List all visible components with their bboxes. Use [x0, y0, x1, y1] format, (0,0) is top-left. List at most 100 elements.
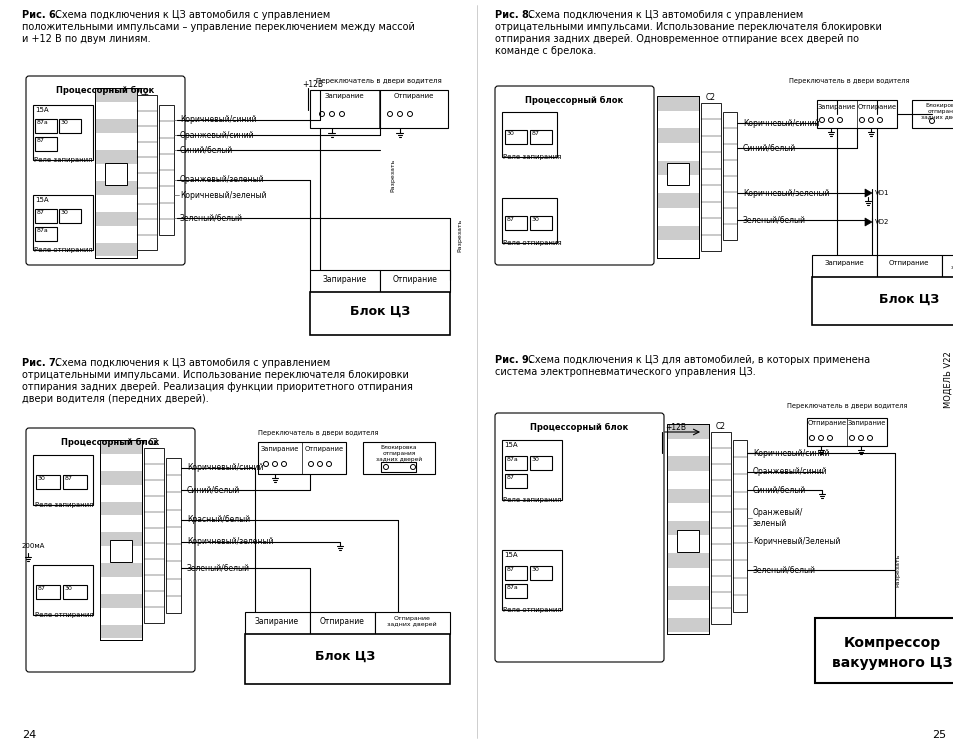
Text: 87а: 87а: [37, 228, 49, 233]
Text: Реле запирания: Реле запирания: [502, 154, 560, 160]
Text: C2: C2: [149, 438, 159, 447]
Polygon shape: [864, 189, 871, 197]
Text: система электропневматического управления ЦЗ.: система электропневматического управлени…: [495, 367, 755, 377]
Bar: [63, 475, 87, 489]
Bar: [100, 440, 142, 640]
Text: 87: 87: [506, 475, 515, 480]
Bar: [666, 521, 708, 536]
Text: отпирания задних дверей. Реализация функции приоритетного отпирания: отпирания задних дверей. Реализация функ…: [22, 382, 413, 392]
Text: 30: 30: [61, 120, 69, 125]
Text: 87: 87: [38, 586, 46, 591]
Text: Реле отпирания: Реле отпирания: [34, 247, 92, 253]
FancyBboxPatch shape: [495, 86, 654, 265]
Bar: [666, 424, 708, 634]
Bar: [657, 129, 699, 143]
Bar: [100, 563, 142, 577]
Bar: [144, 448, 164, 623]
Text: МОДЕЛЬ V22: МОДЕЛЬ V22: [943, 351, 951, 409]
Text: 87а: 87а: [506, 457, 518, 462]
Text: Реле отпирания: Реле отпирания: [502, 240, 561, 246]
Text: VD1: VD1: [874, 190, 888, 196]
Text: Зеленый/белый: Зеленый/белый: [742, 215, 805, 224]
Bar: [504, 130, 526, 144]
Text: 30: 30: [38, 476, 46, 481]
Text: C2: C2: [705, 93, 716, 102]
Bar: [310, 90, 448, 128]
Bar: [36, 475, 60, 489]
Bar: [666, 618, 708, 632]
Bar: [504, 456, 526, 470]
Text: 24: 24: [22, 730, 36, 740]
Text: вакуумного ЦЗ: вакуумного ЦЗ: [831, 656, 951, 670]
Text: Блокировка
отпирания
задних дверей: Блокировка отпирания задних дверей: [375, 445, 421, 461]
Text: Реле отпирания: Реле отпирания: [35, 612, 93, 618]
Text: Зеленый/белый: Зеленый/белый: [187, 563, 250, 573]
Bar: [100, 502, 142, 516]
Text: команде с брелока.: команде с брелока.: [495, 46, 596, 56]
Text: 87: 87: [506, 567, 515, 572]
Bar: [657, 96, 699, 111]
Text: двери водителя (передних дверей).: двери водителя (передних дверей).: [22, 394, 209, 404]
Bar: [310, 270, 379, 292]
Bar: [666, 554, 708, 568]
Text: Коричневый/Зеленый: Коричневый/Зеленый: [752, 537, 840, 547]
Bar: [363, 442, 435, 474]
Text: Синий/белый: Синий/белый: [187, 485, 240, 495]
FancyBboxPatch shape: [26, 428, 194, 672]
Text: 87a: 87a: [37, 120, 49, 125]
Text: Переключатель в двери водителя: Переключатель в двери водителя: [786, 403, 906, 409]
Bar: [110, 540, 132, 562]
Text: Оранжевый/
зеленый: Оранжевый/ зеленый: [752, 508, 802, 528]
Text: Запирание: Запирание: [823, 260, 862, 266]
Text: Синий/белый: Синий/белый: [180, 146, 233, 155]
Text: Отпирание: Отпирание: [806, 420, 845, 426]
Bar: [806, 418, 886, 446]
Text: Коричневый/синий: Коричневый/синий: [187, 464, 263, 473]
Text: Процессорный блок: Процессорный блок: [530, 423, 628, 432]
Text: 200мА: 200мА: [22, 543, 46, 549]
Bar: [59, 119, 81, 133]
Bar: [35, 209, 57, 223]
Bar: [100, 594, 142, 608]
Text: 30: 30: [532, 567, 539, 572]
Text: Схема подключения к ЦЗ для автомобилей, в которых применена: Схема подключения к ЦЗ для автомобилей, …: [524, 355, 869, 365]
Text: Рис. 7.: Рис. 7.: [22, 358, 59, 368]
Bar: [657, 193, 699, 208]
Bar: [95, 212, 137, 226]
Bar: [504, 584, 526, 598]
Text: 15A: 15A: [503, 442, 517, 448]
Bar: [379, 270, 450, 292]
Bar: [380, 462, 416, 472]
Text: Компрессор: Компрессор: [842, 636, 940, 650]
Bar: [657, 160, 699, 175]
Text: Блок ЦЗ: Блок ЦЗ: [350, 305, 410, 318]
Text: Коричневый/синий: Коричневый/синий: [180, 115, 256, 125]
Bar: [105, 163, 127, 185]
Text: Запирание: Запирание: [323, 275, 367, 284]
Text: 30: 30: [61, 210, 69, 215]
Bar: [35, 227, 57, 241]
Bar: [530, 456, 552, 470]
Text: Схема подключения к ЦЗ автомобиля с управлением: Схема подключения к ЦЗ автомобиля с упра…: [52, 358, 330, 368]
Text: Блок ЦЗ: Блок ЦЗ: [878, 293, 938, 306]
Text: отрицательными импульсами. Использование переключателя блокировки: отрицательными импульсами. Использование…: [495, 22, 881, 32]
Bar: [33, 565, 92, 615]
Text: Отпирание: Отпирание: [392, 275, 437, 284]
Bar: [710, 432, 730, 624]
Bar: [245, 612, 310, 634]
Text: Коричневый/зеленый: Коричневый/зеленый: [187, 537, 274, 547]
Text: 87: 87: [37, 210, 45, 215]
Text: Схема подключения к ЦЗ автомобиля с управлением: Схема подключения к ЦЗ автомобиля с упра…: [52, 10, 330, 20]
Bar: [666, 585, 708, 600]
Bar: [159, 105, 173, 235]
Text: Реле запирания: Реле запирания: [35, 502, 93, 508]
Text: C2: C2: [716, 422, 725, 431]
Text: 15A: 15A: [35, 107, 49, 113]
Text: Синий/белый: Синий/белый: [752, 485, 805, 495]
Text: 15A: 15A: [503, 552, 517, 558]
Text: Переключатель в двери водителя: Переключатель в двери водителя: [257, 430, 377, 436]
Bar: [677, 530, 699, 552]
Text: Запирание: Запирание: [847, 420, 885, 426]
Bar: [530, 566, 552, 580]
Text: VD2: VD2: [874, 219, 888, 225]
